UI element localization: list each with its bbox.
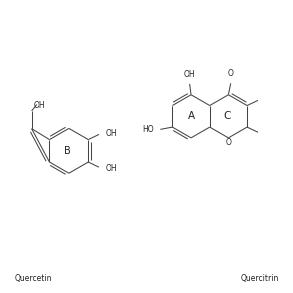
Text: A: A	[188, 111, 195, 121]
Text: Quercetin: Quercetin	[14, 274, 52, 283]
Text: OH: OH	[34, 101, 45, 110]
Text: B: B	[64, 146, 71, 156]
Text: OH: OH	[105, 129, 117, 138]
Text: O: O	[228, 69, 234, 78]
Text: OH: OH	[105, 164, 117, 173]
Text: OH: OH	[184, 70, 195, 79]
Text: O: O	[225, 138, 231, 147]
Text: C: C	[223, 111, 231, 121]
Text: Quercitrin: Quercitrin	[240, 274, 279, 283]
Text: HO: HO	[142, 125, 154, 134]
